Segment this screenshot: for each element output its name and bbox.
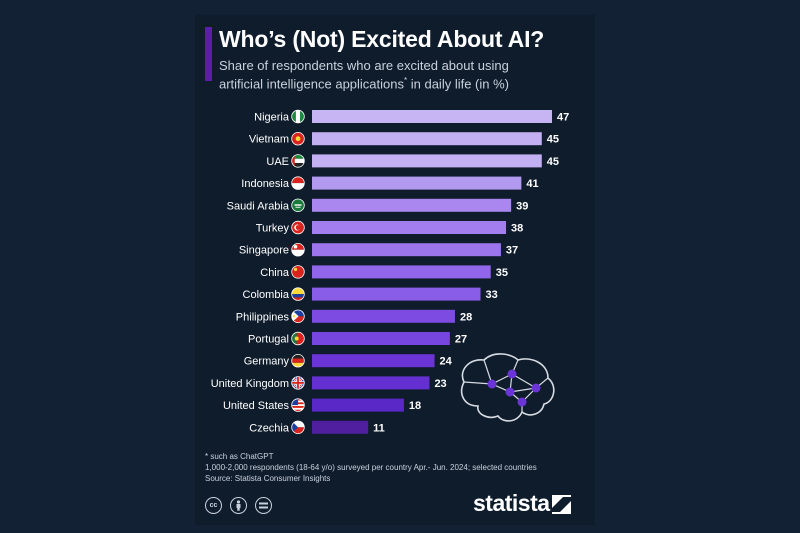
category-label: Nigeria	[254, 112, 290, 124]
chart-title: Who’s (Not) Excited About AI?	[219, 26, 545, 52]
category-label: Colombia	[243, 289, 290, 301]
nigeria-flag-icon	[291, 109, 305, 124]
germany-flag-icon	[291, 354, 305, 368]
value-label: 41	[526, 178, 538, 190]
bar	[312, 132, 542, 146]
subtitle-line2-a: artificial intelligence applications	[219, 76, 404, 92]
bar	[312, 376, 430, 390]
no-derivatives-icon[interactable]	[255, 497, 272, 514]
bar	[312, 221, 507, 234]
czechia-flag-icon	[291, 420, 305, 435]
value-label: 35	[496, 267, 508, 279]
value-label: 39	[516, 200, 528, 212]
colombia-flag-icon	[291, 287, 305, 301]
bar-row: Indonesia 41	[241, 176, 539, 190]
category-label: Philippines	[236, 311, 290, 323]
category-label: Singapore	[239, 245, 289, 257]
bar-row: Portugal 27	[248, 331, 467, 346]
bar-row: UAE 45	[266, 154, 559, 168]
value-label: 24	[440, 356, 453, 368]
bar-row: Turkey 38	[256, 220, 523, 235]
bar	[312, 398, 404, 412]
bar	[312, 243, 501, 257]
subtitle-asterisk: *	[404, 76, 408, 85]
category-label: China	[260, 267, 290, 279]
turkey-flag-icon	[291, 220, 305, 235]
bar	[312, 309, 455, 323]
china-flag-icon	[291, 265, 305, 279]
category-label: Germany	[244, 356, 290, 368]
statista-logo-mark-icon	[552, 495, 571, 514]
value-label: 18	[409, 400, 421, 412]
title-accent-bar	[205, 27, 212, 81]
statista-logo[interactable]: statista	[473, 490, 550, 516]
bar	[312, 110, 552, 123]
category-label: United States	[223, 400, 290, 412]
value-label: 47	[557, 112, 569, 124]
bar	[312, 265, 491, 279]
footnote-source: Source: Statista Consumer Insights	[205, 474, 331, 483]
bar	[312, 287, 481, 301]
value-label: 28	[460, 311, 472, 323]
bar-row: United Kingdom 23	[211, 376, 447, 390]
value-label: 37	[506, 245, 518, 257]
footnote-survey: 1,000-2,000 respondents (18-64 y/o) surv…	[205, 463, 537, 472]
saudi-arabia-flag-icon	[291, 198, 305, 213]
bar	[312, 154, 542, 168]
footnote-asterisk: * such as ChatGPT	[205, 452, 274, 461]
category-label: Czechia	[249, 422, 290, 434]
category-label: Portugal	[248, 334, 289, 346]
bar	[312, 332, 450, 345]
bar-row: Czechia 11	[249, 420, 385, 435]
bar-row: China 35	[260, 265, 508, 279]
value-label: 33	[486, 289, 498, 301]
bar-row: Philippines 28	[236, 309, 472, 324]
bar-row: United States 18	[223, 398, 421, 412]
bar	[312, 198, 512, 212]
category-label: UAE	[266, 156, 289, 168]
attribution-icon[interactable]	[230, 497, 247, 514]
category-label: Turkey	[256, 223, 290, 235]
bar	[312, 420, 369, 434]
value-label: 38	[511, 223, 523, 235]
vietnam-flag-icon	[291, 131, 305, 146]
portugal-flag-icon	[291, 331, 305, 346]
bar-row: Nigeria 47	[254, 109, 569, 124]
bar-row: Vietnam 45	[249, 131, 559, 146]
category-label: Indonesia	[241, 178, 290, 190]
philippines-flag-icon	[291, 309, 305, 324]
chart-subtitle: Share of respondents who are excited abo…	[219, 58, 579, 91]
bar	[312, 354, 435, 368]
cc-icon[interactable]: cc	[205, 497, 222, 514]
bar	[312, 176, 522, 190]
united-kingdom-flag-icon	[291, 376, 305, 390]
value-label: 45	[547, 134, 559, 146]
category-label: United Kingdom	[211, 378, 289, 390]
bar-row: Singapore 37	[239, 242, 518, 257]
brain-network-icon	[460, 353, 555, 422]
category-label: Vietnam	[249, 134, 289, 146]
uae-flag-icon	[291, 154, 305, 168]
subtitle-line2-b: in daily life (in %)	[407, 76, 509, 92]
value-label: 45	[547, 156, 559, 168]
subtitle-line1: Share of respondents who are excited abo…	[219, 58, 509, 73]
value-label: 11	[373, 422, 385, 434]
bar-row: Colombia 33	[243, 287, 498, 301]
indonesia-flag-icon	[291, 176, 305, 190]
singapore-flag-icon	[291, 242, 305, 257]
value-label: 27	[455, 334, 467, 346]
footnotes: * such as ChatGPT 1,000-2,000 respondent…	[205, 451, 537, 484]
united-states-flag-icon	[291, 398, 305, 412]
bar-row: Saudi Arabia 39	[227, 198, 528, 213]
bar-row: Germany 24	[244, 354, 453, 368]
category-label: Saudi Arabia	[227, 200, 290, 212]
value-label: 23	[434, 378, 446, 390]
